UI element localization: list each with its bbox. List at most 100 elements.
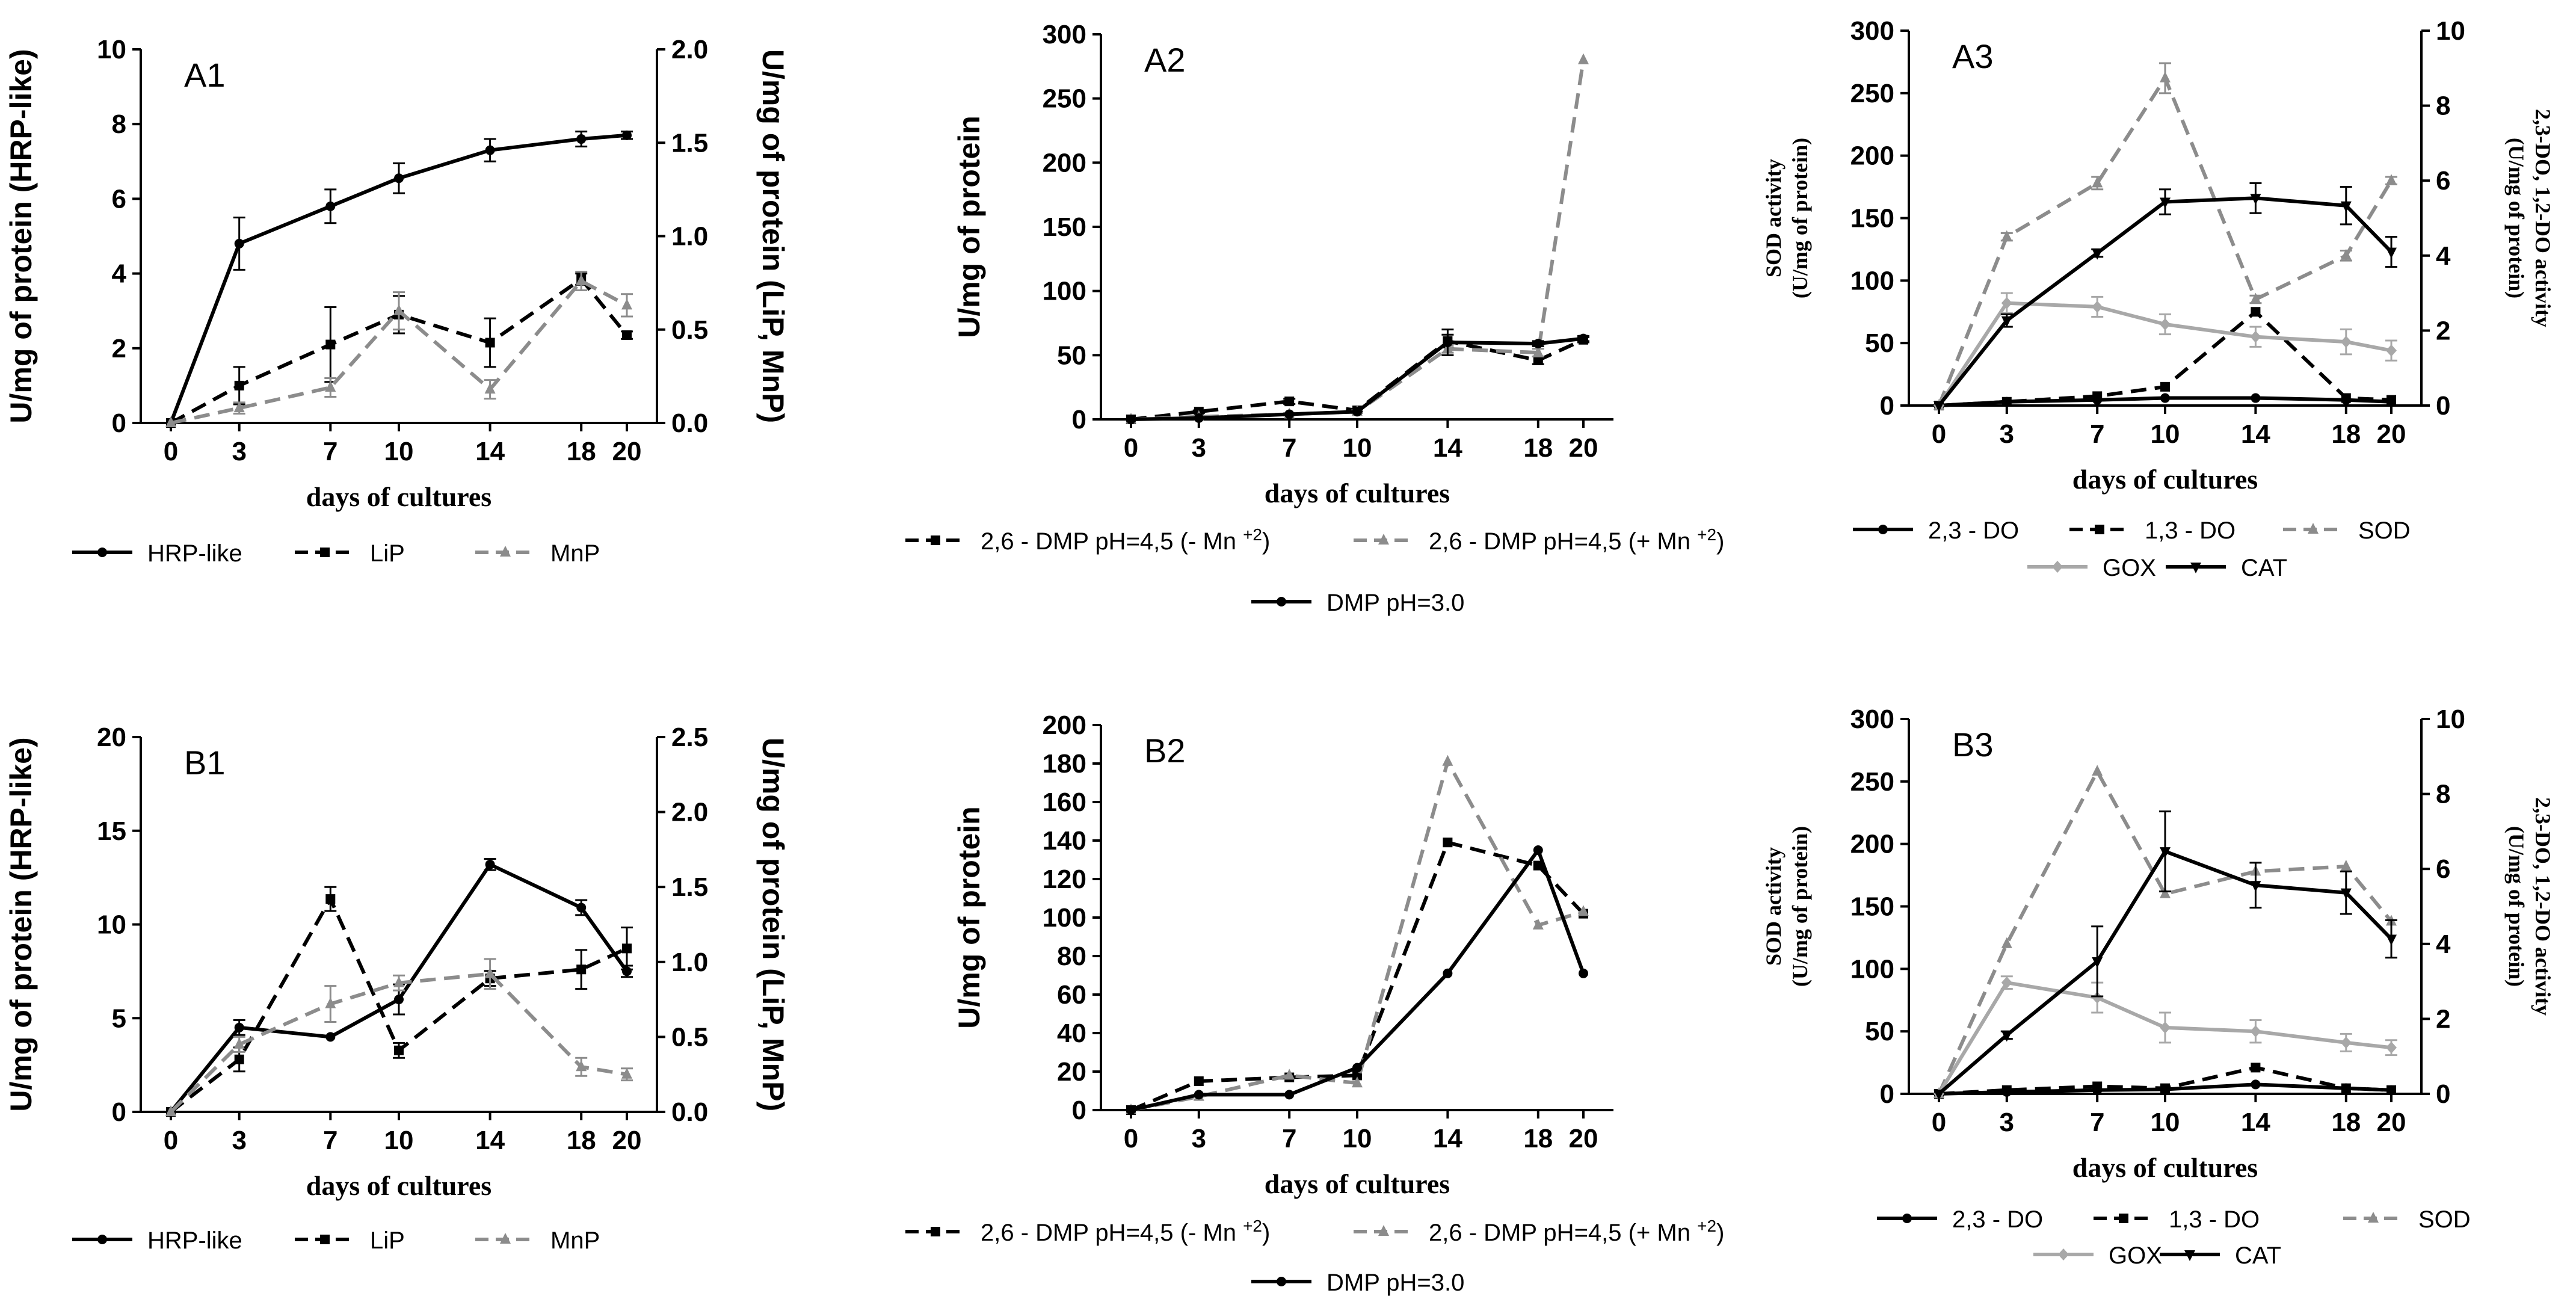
legend-label: MnP [550,540,600,567]
data-point [1578,53,1589,64]
data-point [1533,860,1543,871]
data-point [576,964,587,975]
data-point [1352,407,1362,417]
y-axis-label: U/mg of protein (HRP-like) [4,49,38,423]
data-point [1934,1090,1944,1100]
y-tick-label: 100 [1850,266,1894,295]
x-tick-label: 7 [2090,419,2104,449]
y-tick-label: 150 [1850,204,1894,233]
legend-marker [320,1235,330,1244]
legend-marker [2119,1214,2128,1223]
data-point [325,201,336,211]
legend-item: MnP [475,1227,600,1254]
data-point [2092,765,2103,776]
data-point [485,859,495,869]
y2-tick-label: 0.5 [671,315,708,345]
data-point [234,1054,244,1064]
data-point [2386,934,2397,946]
data-point [165,1105,176,1116]
legend-label: 2,6 - DMP pH=4,5 (- Mn +2) [981,1217,1270,1247]
data-point [325,381,336,392]
y-tick-label: 10 [97,910,126,940]
x-tick-label: 10 [2151,419,2180,449]
legend: 2,6 - DMP pH=4,5 (- Mn +2) 2,6 - DMP pH=4… [905,525,1724,616]
data-point [2250,292,2261,304]
series-3 [1934,292,2397,412]
legend-item: DMP pH=3.0 [1251,590,1464,616]
legend-marker [97,1235,107,1244]
y-axis-label-line2: (U/mg of protein) [1788,826,1812,987]
panel-label: B3 [1952,726,1994,764]
data-point [576,1060,587,1072]
data-point [576,274,587,286]
legend-marker [2190,563,2201,573]
legend-item: 2,6 - DMP pH=4,5 (+ Mn +2) [1354,1217,1724,1246]
data-point [1194,1076,1204,1086]
data-point [1126,415,1136,424]
series-4 [1934,182,2397,412]
x-axis-label: days of cultures [2072,464,2258,495]
data-point [2001,937,2012,948]
data-point [1284,1069,1295,1080]
data-point [1532,346,1544,357]
x-tick-label: 14 [475,1126,505,1155]
y-tick-label: 150 [1850,892,1894,922]
legend-item: HRP-like [72,1227,242,1254]
legend: HRP-like LiP MnP [72,540,600,567]
data-point [2092,300,2103,313]
data-point [2092,992,2103,1004]
chart-b2: 0 20 40 60 80 100 120 140 160 180 200 0 3 7 10 14 18 20 da… [905,711,1724,1296]
y-tick-label: 160 [1043,788,1086,817]
x-tick-label: 0 [1932,419,1946,449]
y-tick-label: 50 [1865,1017,1894,1046]
y2-tick-label: 0.0 [671,409,708,438]
data-point [2341,393,2351,403]
series-2 [1126,329,1589,424]
data-point [576,903,587,913]
data-point [2386,1085,2396,1095]
y-tick-label: 120 [1043,865,1086,894]
legend-marker [2095,525,2104,534]
data-point [2340,248,2352,260]
y-tick-label: 4 [112,259,127,289]
data-point [1194,1090,1204,1100]
data-point [1579,968,1588,978]
data-point [233,1037,245,1049]
x-tick-label: 10 [2151,1108,2180,1137]
legend-label: SOD [2358,517,2411,544]
data-point [2160,381,2170,392]
data-point [2250,330,2261,343]
data-point [2092,248,2103,260]
x-tick-label: 10 [384,1126,414,1155]
y2-axis-label-line1: 2,3-DO, 1,2-DO activity [2531,109,2555,327]
legend-item: SOD [2283,517,2411,544]
y2-tick-label: 2 [2436,316,2450,345]
data-point [1533,355,1543,365]
x-tick-label: 7 [323,1126,337,1155]
data-point [1443,338,1453,347]
data-point [485,338,495,348]
legend-marker [1378,534,1389,545]
data-point [2001,977,2012,989]
y-tick-label: 20 [1057,1057,1086,1087]
y-tick-label: 100 [1043,277,1086,306]
y-tick-label: 0 [1072,1096,1086,1125]
y2-tick-label: 6 [2436,166,2450,196]
x-axis-label: days of cultures [306,1170,491,1201]
series-line [1130,60,1585,421]
x-tick-label: 18 [2331,419,2361,449]
data-point [2340,860,2352,871]
y-tick-label: 50 [1865,329,1894,358]
x-tick-label: 14 [2241,419,2270,449]
x-axis-label: days of cultures [306,481,491,512]
x-tick-label: 7 [1282,433,1296,463]
legend-label: 1,3 - DO [2145,517,2236,544]
data-point [2251,393,2261,403]
y-tick-label: 150 [1043,212,1086,242]
y2-tick-label: 0.5 [671,1022,708,1052]
data-point [394,995,404,1005]
data-point [621,1067,632,1079]
data-point [622,330,632,341]
y2-tick-label: 1.5 [671,872,708,902]
